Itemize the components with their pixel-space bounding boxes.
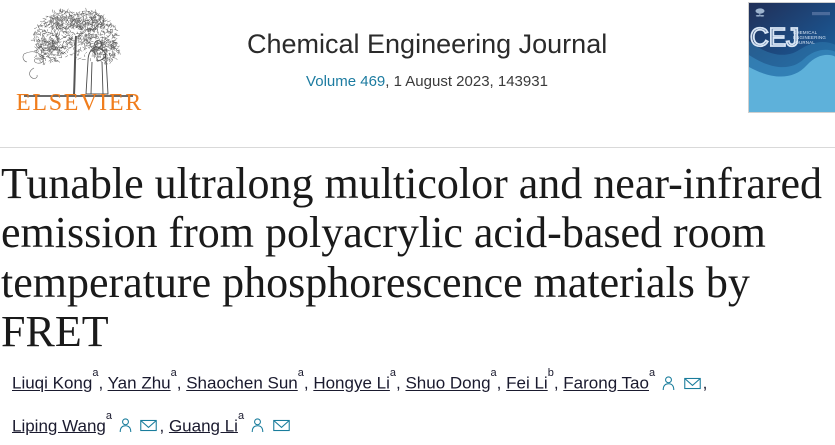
svg-text:CEJ: CEJ	[750, 22, 799, 52]
svg-text:JOURNAL: JOURNAL	[793, 40, 815, 45]
